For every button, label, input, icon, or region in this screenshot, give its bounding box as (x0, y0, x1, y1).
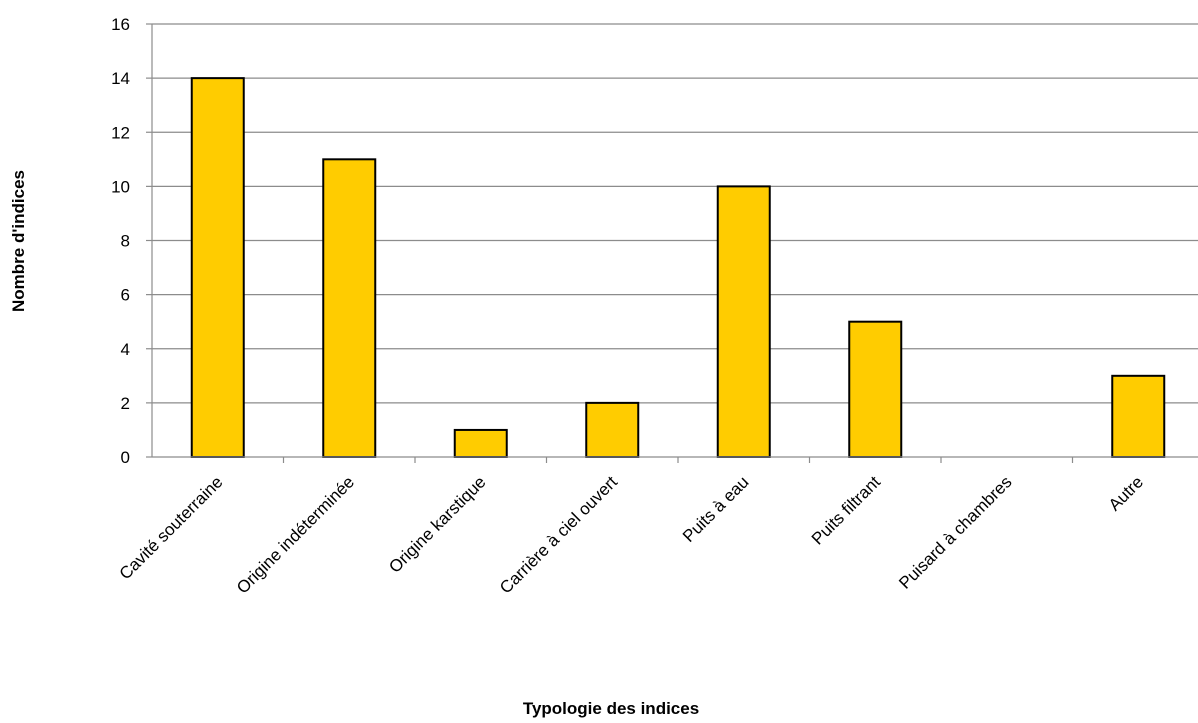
x-tick-label: Origine karstique (385, 472, 489, 576)
y-tick-label: 2 (121, 394, 130, 413)
bar (716, 185, 771, 458)
x-tick-label: Puits filtrant (808, 472, 884, 548)
y-tick-label: 4 (121, 340, 130, 359)
x-tick-label: Puits à eau (679, 472, 753, 546)
y-axis-title: Nombre d'indices (9, 170, 28, 312)
x-tick-label: Carrière à ciel ouvert (496, 472, 621, 597)
x-tick-label: Origine indéterminée (233, 472, 358, 597)
bar (1111, 374, 1166, 458)
y-tick-label: 12 (111, 123, 130, 142)
x-tick-label: Autre (1105, 472, 1147, 514)
x-tick-labels: Cavité souterraine Origine indéterminée Or… (116, 472, 1147, 597)
bar (585, 401, 640, 458)
y-tick-labels: 0 2 4 6 8 10 12 14 16 (111, 15, 130, 467)
y-tick-label: 0 (121, 448, 130, 467)
gridlines (152, 23, 1198, 404)
x-axis-title: Typologie des indices (523, 699, 699, 718)
x-tick-label: Puisard à chambres (895, 472, 1015, 592)
bar (190, 77, 245, 458)
bar (848, 320, 903, 458)
y-tick-label: 8 (121, 232, 130, 251)
bar (322, 158, 377, 458)
y-tick-label: 10 (111, 177, 130, 196)
bars (190, 77, 1166, 458)
y-tick-label: 6 (121, 286, 130, 305)
axes (146, 23, 1198, 463)
y-tick-label: 14 (111, 69, 130, 88)
x-tick-label: Cavité souterraine (116, 472, 227, 583)
bar (453, 428, 508, 458)
y-tick-label: 16 (111, 15, 130, 34)
